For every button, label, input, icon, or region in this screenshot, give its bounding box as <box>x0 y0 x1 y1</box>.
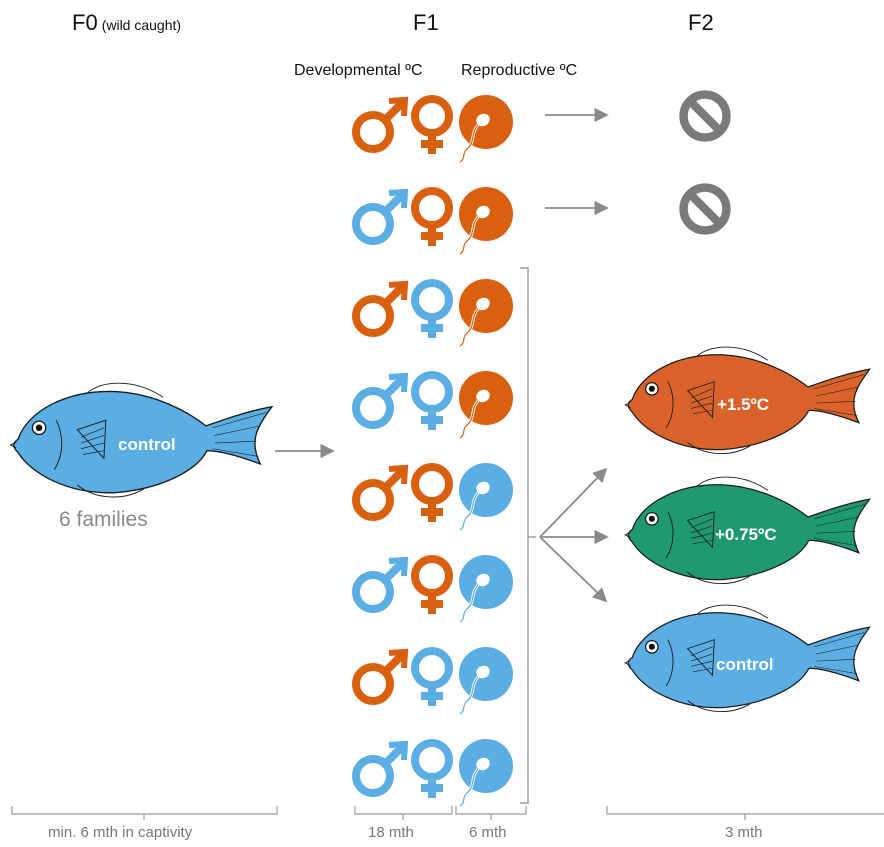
f0-fish-label: control <box>118 435 176 454</box>
reproduction-icon <box>459 279 513 348</box>
f1-cross-row <box>352 647 513 716</box>
f2-fish-warm-label: +1.5ºC <box>717 395 769 414</box>
f1-dev-duration: 18 mth <box>368 824 414 841</box>
female-symbol-icon <box>411 555 453 614</box>
to-f2-arrow-control <box>539 536 608 603</box>
developmental-label: Developmental ºC <box>294 62 423 79</box>
f0-fish: control <box>10 382 273 498</box>
female-symbol-icon <box>411 187 453 246</box>
families-label: 6 families <box>59 508 148 531</box>
f1-cross-row <box>352 555 513 624</box>
f1-cross-row <box>352 187 513 256</box>
f2-fish-control: control <box>624 604 871 713</box>
f1-cross-row <box>352 279 513 348</box>
female-symbol-icon <box>411 739 453 798</box>
reproduction-icon <box>459 555 513 624</box>
f1-crosses <box>352 95 513 808</box>
f2-fish-control-label: control <box>716 655 774 674</box>
f0-duration: min. 6 mth in captivity <box>48 824 193 841</box>
no-entry-icon <box>684 188 727 231</box>
male-symbol-icon <box>352 464 409 521</box>
reproduction-icon <box>459 739 513 808</box>
f1-rep-duration: 6 mth <box>469 824 507 841</box>
to-f2-arrow-warm <box>539 467 608 538</box>
f1-cross-row <box>352 371 513 440</box>
f1-cross-row <box>352 463 513 532</box>
female-symbol-icon <box>411 279 453 338</box>
reproductive-label: Reproductive ºC <box>461 62 578 79</box>
male-symbol-icon <box>352 648 409 705</box>
male-symbol-icon <box>352 372 409 429</box>
timeline-brackets <box>11 806 884 820</box>
f1-heading: F1 <box>413 10 439 35</box>
male-symbol-icon <box>352 556 409 613</box>
f2-fish-mid: +0.75ºC <box>624 476 871 585</box>
reproduction-icon <box>459 187 513 256</box>
reproduction-icon <box>459 371 513 440</box>
female-symbol-icon <box>411 647 453 706</box>
f1-cross-row <box>352 739 513 808</box>
f2-duration: 3 mth <box>725 824 763 841</box>
reproduction-icon <box>459 463 513 532</box>
f2-fish-warm: +1.5ºC <box>624 346 871 455</box>
f1-bracket <box>520 267 529 804</box>
f2-fish-mid-label: +0.75ºC <box>715 525 777 544</box>
male-symbol-icon <box>352 188 409 245</box>
no-entry-icon <box>684 95 727 138</box>
f0-note: (wild caught) <box>101 17 182 33</box>
female-symbol-icon <box>411 95 453 154</box>
female-symbol-icon <box>411 371 453 430</box>
male-symbol-icon <box>352 96 409 153</box>
reproduction-icon <box>459 647 513 716</box>
female-symbol-icon <box>411 463 453 522</box>
f1-cross-row <box>352 95 513 164</box>
male-symbol-icon <box>352 280 409 337</box>
f0-heading: F0 (wild caught) <box>72 10 182 35</box>
reproduction-icon <box>459 95 513 164</box>
male-symbol-icon <box>352 740 409 797</box>
f2-heading: F2 <box>688 10 714 35</box>
